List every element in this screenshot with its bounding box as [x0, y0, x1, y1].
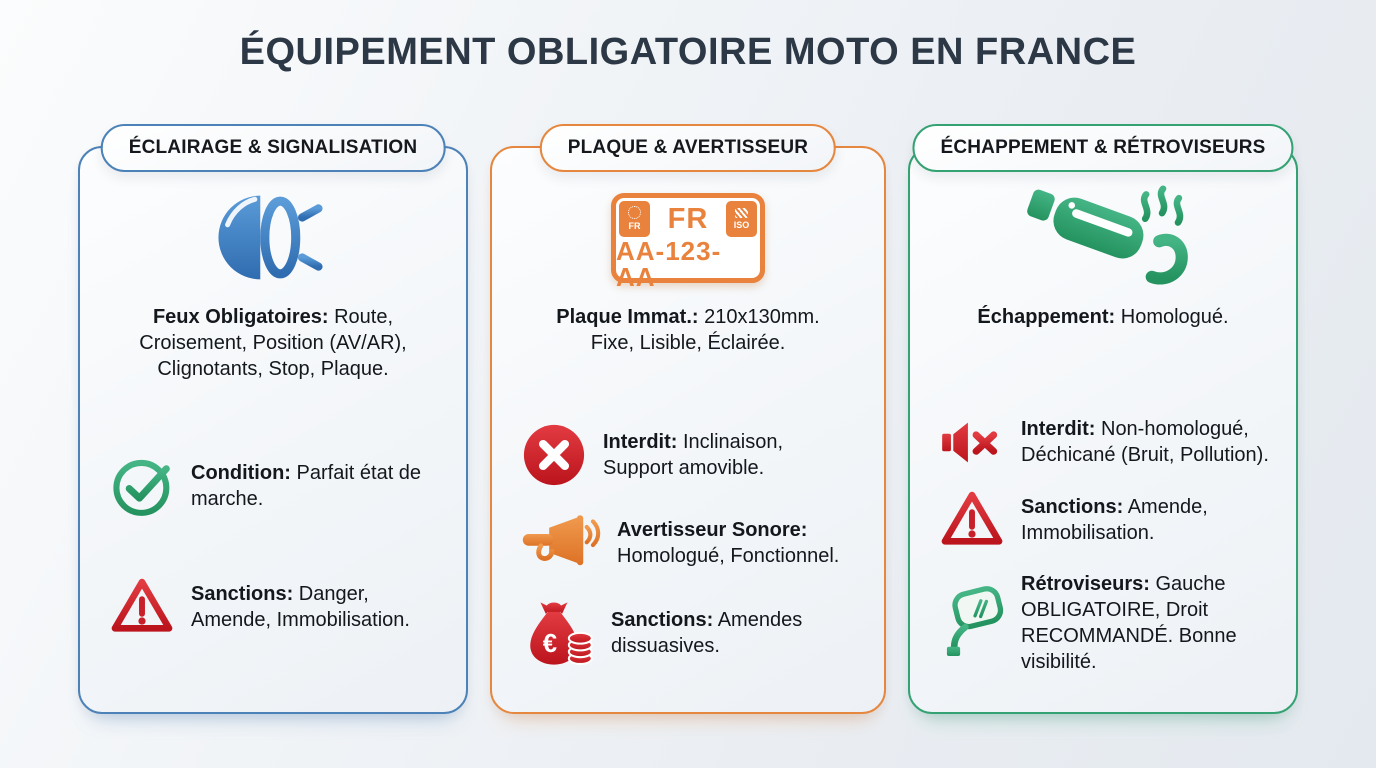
page-title: ÉQUIPEMENT OBLIGATOIRE MOTO EN FRANCE	[239, 31, 1137, 73]
info-item: Condition: Parfait état de marche.	[108, 454, 440, 518]
warning-triangle-icon	[108, 576, 176, 637]
card-plaque-avertisseur: PLAQUE & AVERTISSEUR FR ISO FR AA-123-AA…	[490, 123, 886, 714]
cross-circle-icon	[520, 423, 588, 487]
card-header-badge: ÉCLAIRAGE & SIGNALISATION	[100, 123, 446, 172]
check-circle-icon	[108, 454, 176, 518]
info-item: Interdit: Non-homologué, Déchicané (Brui…	[938, 416, 1270, 468]
muted-speaker-icon	[938, 419, 1006, 466]
intro-text: Feux Obligatoires: Route, Croisement, Po…	[122, 304, 424, 392]
info-rest: Parfait état de marche.	[191, 461, 422, 510]
money-bag-icon: €	[520, 599, 596, 668]
hero-icon-wrap: FR ISO FR AA-123-AA	[518, 186, 858, 290]
info-item: Sanctions: Danger, Amende, Immobilisatio…	[108, 576, 440, 637]
info-item: Sanctions: Amende, Immobilisation.	[938, 489, 1270, 550]
horn-icon	[520, 515, 602, 571]
info-rest: Inclinaison, Support amovible.	[603, 431, 784, 480]
info-rows: Condition: Parfait état de marche. Sanct…	[106, 392, 440, 712]
info-label: Sanctions:	[611, 609, 714, 632]
info-item-text: Avertisseur Sonore: Homologué, Fonctionn…	[617, 517, 858, 569]
eu-stars-icon	[628, 206, 641, 220]
intro-label: Échappement:	[977, 305, 1116, 328]
info-rest: Homologué, Fonctionnel.	[617, 545, 840, 568]
warning-triangle-icon	[938, 489, 1006, 550]
info-item-text: Interdit: Non-homologué, Déchicané (Brui…	[1021, 416, 1270, 468]
plate-iso-corner: ISO	[726, 200, 757, 237]
info-label: Condition:	[191, 461, 291, 484]
plate-country-code: FR	[667, 202, 709, 235]
plate-iso-label: ISO	[733, 219, 750, 230]
headlight-icon	[106, 186, 440, 290]
plate-eu-label: FR	[628, 221, 641, 232]
intro-rest: Homologué.	[1115, 305, 1229, 328]
license-plate-icon: FR ISO FR AA-123-AA	[611, 192, 765, 290]
exhaust-icon	[936, 185, 1270, 290]
info-rest: Amendes dissuasives.	[611, 609, 803, 658]
mirror-icon	[938, 585, 1006, 660]
info-label: Rétroviseurs:	[1021, 572, 1150, 595]
info-rows: Interdit: Inclinaison, Support amovible.	[518, 392, 858, 712]
info-item-text: Sanctions: Amendes dissuasives.	[611, 607, 858, 659]
info-rest: Gauche OBLIGATOIRE, Droit RECOMMANDÉ. Bo…	[1021, 572, 1237, 673]
info-item-text: Sanctions: Amende, Immobilisation.	[1021, 494, 1270, 546]
euro-symbol: €	[543, 630, 557, 658]
intro-label: Plaque Immat.:	[556, 305, 699, 328]
info-label: Interdit:	[1021, 418, 1096, 441]
card-header-badge: ÉCHAPPEMENT & RÉTROVISEURS	[912, 123, 1294, 172]
card-eclairage-signalisation: ÉCLAIRAGE & SIGNALISATION Feux Obligatoi…	[78, 123, 468, 714]
plate-number: AA-123-AA	[616, 235, 722, 292]
info-item: Rétroviseurs: Gauche OBLIGATOIRE, Droit …	[938, 571, 1270, 675]
info-item-text: Interdit: Inclinaison, Support amovible.	[603, 429, 858, 481]
intro-text: Plaque Immat.: 210x130mm. Fixe, Lisible,…	[552, 304, 824, 392]
card-header-badge: PLAQUE & AVERTISSEUR	[539, 123, 837, 172]
info-rest: Non-homologué, Déchicané (Bruit, Polluti…	[1021, 418, 1269, 467]
info-item-text: Condition: Parfait état de marche.	[191, 460, 440, 512]
intro-text: Échappement: Homologué.	[936, 304, 1270, 392]
intro-rest: 210x130mm. Fixe, Lisible, Éclairée.	[590, 305, 820, 354]
info-rest: Danger, Amende, Immobilisation.	[191, 582, 410, 631]
info-label: Sanctions:	[1021, 495, 1124, 518]
plate-eu-corner: FR	[619, 200, 650, 237]
flag-icon	[735, 207, 748, 218]
info-item-text: Rétroviseurs: Gauche OBLIGATOIRE, Droit …	[1021, 571, 1270, 675]
cards-row: ÉCLAIRAGE & SIGNALISATION Feux Obligatoi…	[0, 123, 1376, 714]
info-label: Interdit:	[603, 431, 678, 454]
info-label: Sanctions:	[191, 582, 294, 605]
info-item: € Sanctions: Amendes dissuasives.	[520, 599, 858, 668]
info-label: Avertisseur Sonore:	[617, 519, 808, 542]
info-item-text: Sanctions: Danger, Amende, Immobilisatio…	[191, 581, 440, 633]
info-item: Avertisseur Sonore: Homologué, Fonctionn…	[520, 515, 858, 571]
intro-label: Feux Obligatoires:	[152, 305, 329, 328]
info-item: Interdit: Inclinaison, Support amovible.	[520, 423, 858, 487]
info-rows: Interdit: Non-homologué, Déchicané (Brui…	[936, 392, 1270, 712]
intro-rest: Route, Croisement, Position (AV/AR), Cli…	[139, 305, 407, 380]
card-echappement-retroviseurs: ÉCHAPPEMENT & RÉTROVISEURS	[908, 123, 1298, 714]
info-rest: Amende, Immobilisation.	[1021, 495, 1208, 544]
